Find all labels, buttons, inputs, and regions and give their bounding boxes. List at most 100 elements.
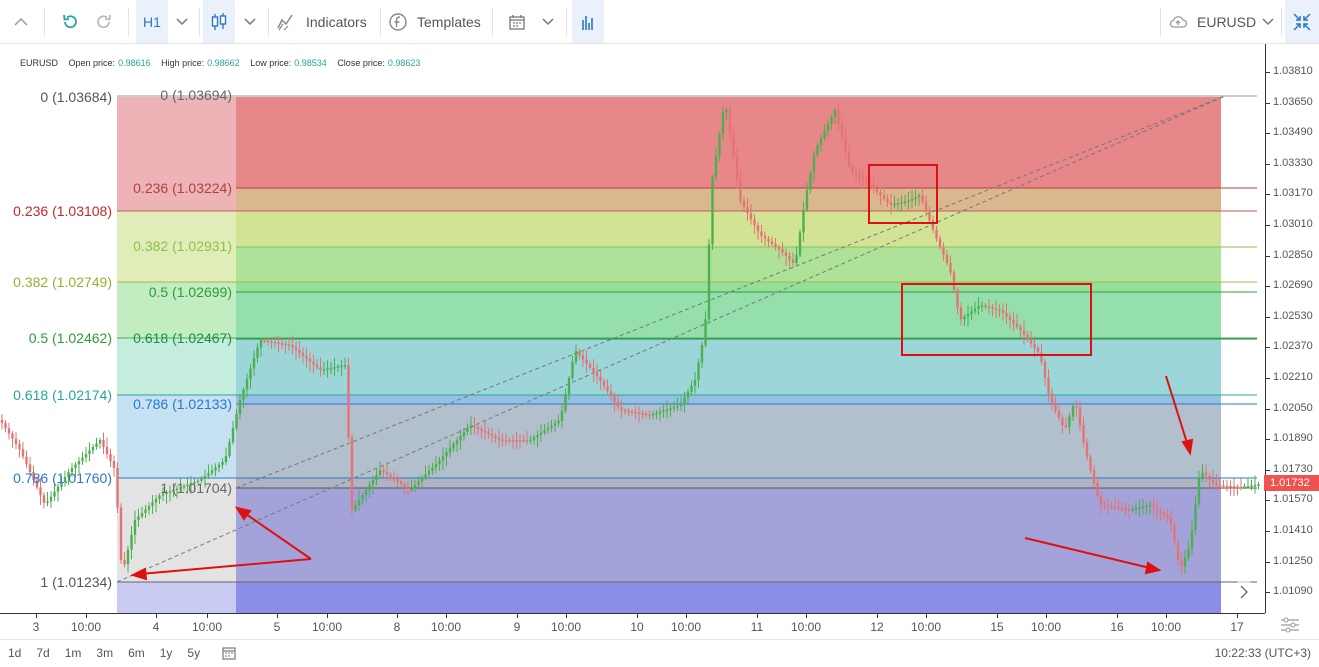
symbol-selector[interactable]: EURUSD: [1168, 0, 1258, 43]
candle-body: [977, 306, 980, 309]
range-button-1m[interactable]: 1m: [64, 645, 82, 660]
candle-body: [1152, 505, 1155, 508]
volume-bars-icon[interactable]: [572, 0, 604, 43]
collapse-chevron-up-icon[interactable]: [8, 0, 34, 43]
candle-body: [770, 241, 774, 244]
calendar-chevron-down-icon[interactable]: [538, 0, 558, 43]
time-tick-mark: [156, 614, 157, 618]
candle-body: [1015, 323, 1019, 327]
candle-body: [252, 358, 256, 369]
candle-body: [364, 490, 368, 495]
fullscreen-icon[interactable]: [1285, 0, 1319, 43]
axis-settings-icon[interactable]: [1279, 617, 1301, 638]
candle-body: [60, 481, 63, 487]
scroll-right-button[interactable]: [1232, 580, 1256, 604]
candle-body: [284, 343, 287, 346]
candle-body: [497, 437, 501, 440]
candle-body: [1057, 411, 1061, 418]
annotation-box-middle: [901, 283, 1092, 356]
time-tick-mark: [566, 614, 567, 618]
candle-body: [777, 246, 781, 250]
symbol-chevron-down-icon[interactable]: [1260, 0, 1276, 43]
timeframe-chevron-down-icon[interactable]: [172, 0, 192, 43]
candle-body: [137, 516, 140, 520]
candle-body: [655, 412, 658, 415]
candle-body: [0, 420, 4, 423]
range-button-1y[interactable]: 1y: [159, 645, 173, 660]
candle-body: [427, 471, 431, 475]
range-button-5y[interactable]: 5y: [187, 645, 201, 660]
candle-body: [413, 485, 417, 489]
time-tick-label: 9: [513, 620, 521, 634]
candle-body: [420, 478, 424, 482]
candle-body: [819, 138, 823, 145]
candlestick-chart-icon[interactable]: [203, 0, 235, 43]
candle-body: [714, 155, 718, 177]
price-tick-label: 1.02690: [1273, 279, 1313, 292]
symbol-label: EURUSD: [1197, 13, 1257, 30]
candle-body: [840, 124, 844, 138]
candle-body: [172, 489, 175, 492]
candle-body: [676, 405, 679, 408]
time-tick-mark: [877, 614, 878, 618]
undo-icon[interactable]: [58, 0, 82, 43]
candle-body: [161, 493, 165, 496]
price-axis[interactable]: 1.03810 1.03650 1.03490 1.03330 1.03170 1.030…: [1264, 44, 1319, 613]
price-tick-mark: [1266, 163, 1270, 165]
templates-button[interactable]: Templates: [388, 0, 488, 43]
candle-body: [525, 440, 529, 442]
indicators-button[interactable]: Indicators: [276, 0, 376, 43]
candle-body: [340, 365, 343, 368]
time-tick-label: 17: [1230, 620, 1244, 634]
candle-body: [907, 200, 910, 202]
range-button-7d[interactable]: 7d: [36, 645, 50, 660]
candle-body: [791, 259, 795, 263]
timeframe-button[interactable]: H1: [136, 0, 168, 43]
price-tick-mark: [1266, 592, 1270, 594]
candle-body: [1029, 339, 1033, 344]
chart-canvas[interactable]: 0 (1.03684) 0.236 (1.03108) 0.382 (1.027…: [0, 44, 1265, 613]
time-tick-mark: [1117, 614, 1118, 618]
date-range-calendar-icon[interactable]: [222, 646, 236, 663]
fib-right-label-236: 0.236 (1.03224): [133, 180, 232, 196]
candle-body: [270, 341, 273, 343]
candle-body: [998, 309, 1001, 311]
price-tick-mark: [1266, 561, 1270, 563]
time-tick-mark: [926, 614, 927, 618]
candle-body: [158, 495, 161, 499]
annotation-arrows: [130, 375, 1194, 581]
candle-body: [88, 450, 91, 454]
candle-body: [84, 454, 88, 458]
price-chart[interactable]: 0 (1.03684) 0.236 (1.03108) 0.382 (1.027…: [0, 44, 1265, 613]
candle-body: [949, 263, 952, 273]
calendar-icon[interactable]: [506, 0, 528, 43]
chart-type-chevron-down-icon[interactable]: [240, 0, 260, 43]
time-tick-mark: [686, 614, 687, 618]
legend-symbol: EURUSD: [20, 58, 59, 68]
templates-icon: [389, 12, 407, 31]
candle-body: [399, 481, 403, 484]
candle-body: [112, 461, 116, 468]
candle-body: [1099, 495, 1103, 506]
candle-body: [1190, 530, 1194, 549]
candle-body: [11, 433, 14, 439]
candle-body: [966, 314, 970, 317]
redo-icon[interactable]: [92, 0, 116, 43]
time-axis[interactable]: 3 10:00 4 10:00 5 10:00 8 10:00 9 10:00 10 10:00 11 1…: [0, 613, 1265, 640]
candle-body: [1019, 327, 1022, 331]
legend-high-label: High price:: [161, 58, 205, 68]
range-button-3m[interactable]: 3m: [96, 645, 114, 660]
candle-body: [935, 229, 938, 239]
range-button-6m[interactable]: 6m: [128, 645, 145, 660]
range-button-1d[interactable]: 1d: [8, 645, 22, 660]
candle-body: [665, 409, 669, 411]
candle-body: [214, 467, 217, 471]
candle-body: [1201, 472, 1204, 478]
candle-body: [774, 244, 777, 247]
candle-body: [207, 473, 210, 476]
candle-body: [242, 389, 245, 400]
time-tick-mark: [36, 614, 37, 618]
candle-body: [35, 479, 39, 488]
candle-body: [795, 255, 798, 263]
candle-body: [385, 472, 389, 475]
